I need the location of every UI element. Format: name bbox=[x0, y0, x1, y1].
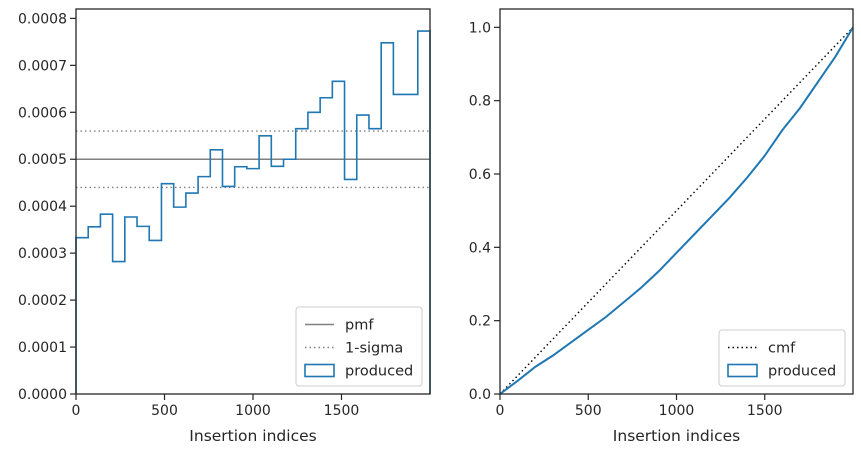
x-tick-label: 1000 bbox=[235, 403, 271, 419]
y-tick-label: 0.0000 bbox=[18, 387, 67, 403]
series-produced-line bbox=[499, 26, 854, 395]
legend-label: produced bbox=[345, 364, 413, 380]
x-tick-label: 0 bbox=[496, 403, 505, 419]
legend-label: pmf bbox=[345, 318, 374, 334]
y-tick-label: 0.0001 bbox=[18, 340, 67, 356]
x-tick-label: 500 bbox=[575, 403, 602, 419]
y-tick-label: 0.2 bbox=[469, 314, 491, 330]
y-tick-label: 0.0005 bbox=[18, 152, 67, 168]
legend-box bbox=[295, 306, 423, 387]
legend-label: produced bbox=[768, 364, 836, 380]
y-tick-label: 0.6 bbox=[469, 167, 491, 183]
y-tick-label: 0.8 bbox=[469, 94, 491, 110]
y-tick-label: 0.0004 bbox=[18, 199, 67, 215]
right-chart-cmf: 0.0 0.2 0.4 0.6 0.8 1.0 0 500 1000 1500 Insertion … bbox=[469, 8, 854, 445]
y-tick-label: 0.0002 bbox=[18, 293, 67, 309]
x-axis-title: Insertion indices bbox=[189, 427, 316, 445]
legend-label: 1-sigma bbox=[345, 341, 403, 357]
legend-handle-produced bbox=[304, 363, 335, 378]
y-tick-label: 0.0008 bbox=[18, 11, 67, 27]
x-tick-label: 500 bbox=[151, 403, 178, 419]
legend-box bbox=[718, 329, 846, 387]
axes-frame bbox=[75, 8, 431, 395]
axes-frame bbox=[499, 8, 854, 395]
series-produced-step bbox=[75, 30, 431, 394]
x-tick-label: 0 bbox=[72, 403, 81, 419]
x-tick-label: 1500 bbox=[324, 403, 360, 419]
y-tick-label: 0.0007 bbox=[18, 58, 67, 74]
x-tick-label: 1500 bbox=[747, 403, 783, 419]
y-tick-label: 0.0 bbox=[469, 387, 491, 403]
y-tick-label: 0.4 bbox=[469, 240, 491, 256]
y-tick-label: 1.0 bbox=[469, 20, 491, 36]
legend-label: cmf bbox=[768, 341, 796, 357]
x-tick-label: 1000 bbox=[659, 403, 695, 419]
left-chart-pmf: 0.0000 0.0001 0.0002 0.0003 0.0004 0.0005 0.00… bbox=[18, 8, 431, 445]
x-axis-title: Insertion indices bbox=[613, 427, 740, 445]
y-tick-label: 0.0003 bbox=[18, 246, 67, 262]
series-cmf-line bbox=[499, 26, 854, 395]
legend-handle-produced bbox=[727, 363, 758, 378]
y-tick-label: 0.0006 bbox=[18, 105, 67, 121]
